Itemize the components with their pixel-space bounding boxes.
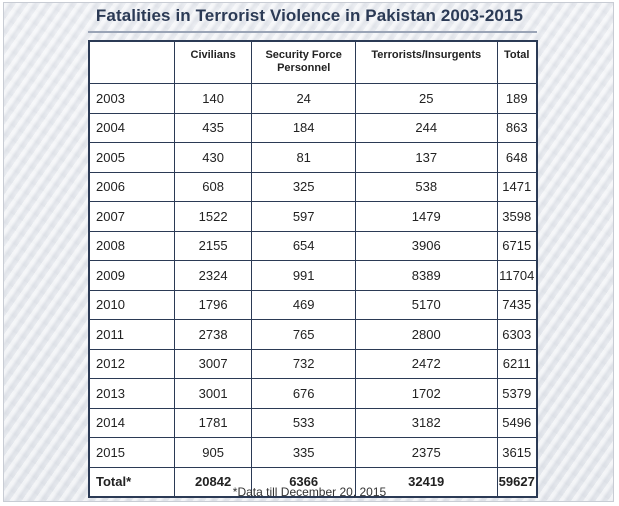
security-force-cell: 81 <box>251 142 356 173</box>
security-force-cell: 325 <box>251 171 356 202</box>
table-row: 2006 608 325 538 1471 <box>88 171 538 202</box>
fatalities-table: Civilians Security Force Personnel Terro… <box>88 40 538 498</box>
civilians-cell: 3001 <box>173 378 253 409</box>
year-cell: 2003 <box>88 83 175 114</box>
total-cell: 189 <box>496 83 538 114</box>
civilians-cell: 905 <box>173 437 253 468</box>
total-cell: 5496 <box>496 407 538 438</box>
total-row: Total* 20842 6366 32419 59627 <box>88 466 538 497</box>
year-cell: 2015 <box>88 437 175 468</box>
security-force-cell: 335 <box>251 437 356 468</box>
title-divider <box>88 31 537 33</box>
terrorists-cell: 1702 <box>354 378 498 409</box>
terrorists-cell: 244 <box>354 112 498 143</box>
terrorists-cell: 25 <box>354 83 498 114</box>
year-cell: 2006 <box>88 171 175 202</box>
terrorists-cell: 137 <box>354 142 498 173</box>
terrorists-cell: 5170 <box>354 289 498 320</box>
total-cell: 1471 <box>496 171 538 202</box>
table-row: 2004 435 184 244 863 <box>88 112 538 143</box>
terrorists-cell: 8389 <box>354 260 498 291</box>
table-row: 2011 2738 765 2800 6303 <box>88 319 538 350</box>
civilians-cell: 1522 <box>173 201 253 232</box>
year-cell: 2014 <box>88 407 175 438</box>
table-row: 2010 1796 469 5170 7435 <box>88 289 538 320</box>
table-row: 2008 2155 654 3906 6715 <box>88 230 538 261</box>
header-total: Total <box>496 40 538 84</box>
table-row: 2007 1522 597 1479 3598 <box>88 201 538 232</box>
total-cell: 6715 <box>496 230 538 261</box>
footnote: *Data till December 20, 2015 <box>232 485 387 499</box>
year-cell: 2011 <box>88 319 175 350</box>
civilians-cell: 608 <box>173 171 253 202</box>
table-row: 2012 3007 732 2472 6211 <box>88 348 538 379</box>
security-force-cell: 654 <box>251 230 356 261</box>
table-row: 2015 905 335 2375 3615 <box>88 437 538 468</box>
terrorists-cell: 538 <box>354 171 498 202</box>
security-force-cell: 533 <box>251 407 356 438</box>
header-civilians: Civilians <box>173 40 253 84</box>
civilians-cell: 1781 <box>173 407 253 438</box>
total-cell: 863 <box>496 112 538 143</box>
civilians-cell: 2738 <box>173 319 253 350</box>
page-title: Fatalities in Terrorist Violence in Paki… <box>95 6 524 25</box>
terrorists-cell: 2800 <box>354 319 498 350</box>
civilians-cell: 2324 <box>173 260 253 291</box>
year-cell: 2007 <box>88 201 175 232</box>
table-row: 2014 1781 533 3182 5496 <box>88 407 538 438</box>
header-security-force: Security Force Personnel <box>251 40 356 84</box>
total-cell: 6211 <box>496 348 538 379</box>
total-cell: 648 <box>496 142 538 173</box>
total-cell: 3615 <box>496 437 538 468</box>
header-terrorists: Terrorists/Insurgents <box>354 40 498 84</box>
table-row: 2009 2324 991 8389 11704 <box>88 260 538 291</box>
total-year-cell: Total* <box>88 466 175 497</box>
year-cell: 2009 <box>88 260 175 291</box>
year-cell: 2012 <box>88 348 175 379</box>
civilians-cell: 140 <box>173 83 253 114</box>
total-total-cell: 59627 <box>496 466 538 497</box>
total-security-force-cell: 6366 <box>251 466 356 497</box>
civilians-cell: 1796 <box>173 289 253 320</box>
year-cell: 2005 <box>88 142 175 173</box>
terrorists-cell: 1479 <box>354 201 498 232</box>
total-cell: 3598 <box>496 201 538 232</box>
year-cell: 2004 <box>88 112 175 143</box>
security-force-cell: 184 <box>251 112 356 143</box>
security-force-cell: 24 <box>251 83 356 114</box>
security-force-cell: 991 <box>251 260 356 291</box>
security-force-cell: 732 <box>251 348 356 379</box>
terrorists-cell: 2375 <box>354 437 498 468</box>
year-cell: 2013 <box>88 378 175 409</box>
total-cell: 7435 <box>496 289 538 320</box>
security-force-cell: 676 <box>251 378 356 409</box>
terrorists-cell: 3906 <box>354 230 498 261</box>
table-row: 2013 3001 676 1702 5379 <box>88 378 538 409</box>
security-force-cell: 597 <box>251 201 356 232</box>
header-year <box>88 40 175 84</box>
year-cell: 2008 <box>88 230 175 261</box>
civilians-cell: 3007 <box>173 348 253 379</box>
total-civilians-cell: 20842 <box>173 466 253 497</box>
table-body: 2003 140 24 25 189 2004 435 184 244 863 2005 430 81 1… <box>88 83 538 497</box>
year-cell: 2010 <box>88 289 175 320</box>
security-force-cell: 765 <box>251 319 356 350</box>
security-force-cell: 469 <box>251 289 356 320</box>
civilians-cell: 2155 <box>173 230 253 261</box>
table-header-row: Civilians Security Force Personnel Terro… <box>88 40 538 84</box>
total-cell: 5379 <box>496 378 538 409</box>
civilians-cell: 430 <box>173 142 253 173</box>
table-row: 2003 140 24 25 189 <box>88 83 538 114</box>
total-cell: 11704 <box>496 260 538 291</box>
terrorists-cell: 2472 <box>354 348 498 379</box>
terrorists-cell: 3182 <box>354 407 498 438</box>
table-row: 2005 430 81 137 648 <box>88 142 538 173</box>
civilians-cell: 435 <box>173 112 253 143</box>
total-cell: 6303 <box>496 319 538 350</box>
